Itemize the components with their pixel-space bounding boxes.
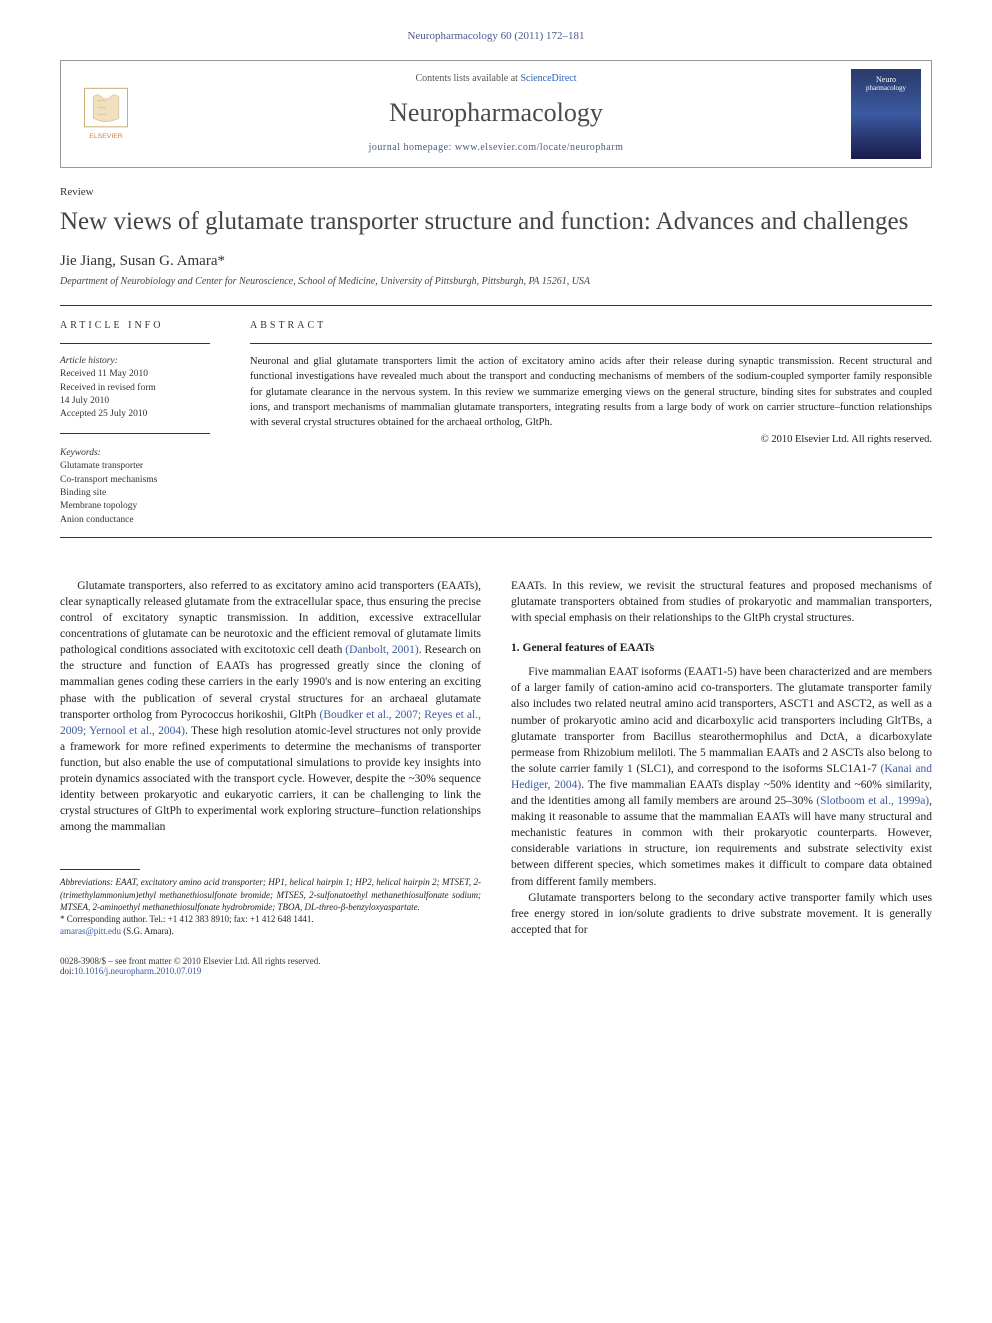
revised-date: 14 July 2010	[60, 395, 210, 408]
header-citation: Neuropharmacology 60 (2011) 172–181	[60, 30, 932, 42]
footnote-block: Abbreviations: EAAT, excitatory amino ac…	[60, 869, 481, 937]
journal-cover-icon: Neuro pharmacology	[851, 69, 921, 159]
rule-2	[60, 537, 932, 538]
corresponding-author: * Corresponding author. Tel.: +1 412 383…	[60, 913, 481, 925]
received-date: Received 11 May 2010	[60, 368, 210, 381]
journal-homepage[interactable]: journal homepage: www.elsevier.com/locat…	[161, 142, 831, 153]
para-1-cont: EAATs. In this review, we revisit the st…	[511, 578, 932, 626]
history-label: Article history:	[60, 356, 210, 366]
rule-info	[60, 343, 210, 344]
page-footer: 0028-3908/$ – see front matter © 2010 El…	[60, 956, 932, 976]
sciencedirect-link[interactable]: ScienceDirect	[520, 73, 576, 84]
cover-subtitle: pharmacology	[866, 84, 906, 92]
article-info-column: ARTICLE INFO Article history: Received 1…	[60, 320, 210, 527]
accepted-date: Accepted 25 July 2010	[60, 408, 210, 421]
keyword-2: Co-transport mechanisms	[60, 474, 210, 487]
doi-link[interactable]: 10.1016/j.neuropharm.2010.07.019	[74, 966, 201, 976]
avail-prefix: Contents lists available at	[415, 73, 520, 84]
rule-abs	[250, 343, 932, 344]
cover-title: Neuro	[876, 75, 896, 84]
keyword-5: Anion conductance	[60, 514, 210, 527]
journal-title: Neuropharmacology	[161, 98, 831, 128]
abstract-header: ABSTRACT	[250, 320, 932, 331]
svg-text:ELSEVIER: ELSEVIER	[89, 133, 123, 140]
para-3: Glutamate transporters belong to the sec…	[511, 890, 932, 938]
body-text: Glutamate transporters, also referred to…	[60, 578, 932, 938]
elsevier-logo-icon: ELSEVIER	[76, 84, 136, 144]
article-affiliation: Department of Neurobiology and Center fo…	[60, 276, 932, 287]
para-1: Glutamate transporters, also referred to…	[60, 578, 481, 836]
keyword-1: Glutamate transporter	[60, 460, 210, 473]
article-info-header: ARTICLE INFO	[60, 320, 210, 331]
citation-danbolt[interactable]: (Danbolt, 2001)	[345, 644, 418, 656]
footer-doi: doi:10.1016/j.neuropharm.2010.07.019	[60, 966, 932, 976]
keywords-label: Keywords:	[60, 448, 210, 458]
citation-slotboom[interactable]: (Slotboom et al., 1999a)	[816, 795, 929, 807]
email-line: amaras@pitt.edu (S.G. Amara).	[60, 925, 481, 937]
para-2: Five mammalian EAAT isoforms (EAAT1-5) h…	[511, 664, 932, 889]
cover-thumbnail-wrap: Neuro pharmacology	[841, 61, 931, 167]
rule-kw	[60, 433, 210, 434]
abstract-text: Neuronal and glial glutamate transporter…	[250, 354, 932, 430]
footer-copyright: 0028-3908/$ – see front matter © 2010 El…	[60, 956, 932, 966]
abstract-copyright: © 2010 Elsevier Ltd. All rights reserved…	[250, 434, 932, 445]
info-abstract-row: ARTICLE INFO Article history: Received 1…	[60, 320, 932, 527]
header-middle: Contents lists available at ScienceDirec…	[151, 61, 841, 167]
publisher-logo: ELSEVIER	[61, 61, 151, 167]
article-title: New views of glutamate transporter struc…	[60, 206, 932, 237]
abbreviations: Abbreviations: EAAT, excitatory amino ac…	[60, 876, 481, 912]
section-1-heading: 1. General features of EAATs	[511, 640, 932, 656]
revised-label: Received in revised form	[60, 382, 210, 395]
contents-available: Contents lists available at ScienceDirec…	[161, 73, 831, 84]
rule-fn	[60, 869, 140, 870]
rule-1	[60, 305, 932, 306]
email-link[interactable]: amaras@pitt.edu	[60, 926, 121, 936]
keyword-4: Membrane topology	[60, 500, 210, 513]
article-authors: Jie Jiang, Susan G. Amara*	[60, 253, 932, 270]
keyword-3: Binding site	[60, 487, 210, 500]
article-type: Review	[60, 186, 932, 198]
abstract-column: ABSTRACT Neuronal and glial glutamate tr…	[250, 320, 932, 527]
header-box: ELSEVIER Contents lists available at Sci…	[60, 60, 932, 168]
